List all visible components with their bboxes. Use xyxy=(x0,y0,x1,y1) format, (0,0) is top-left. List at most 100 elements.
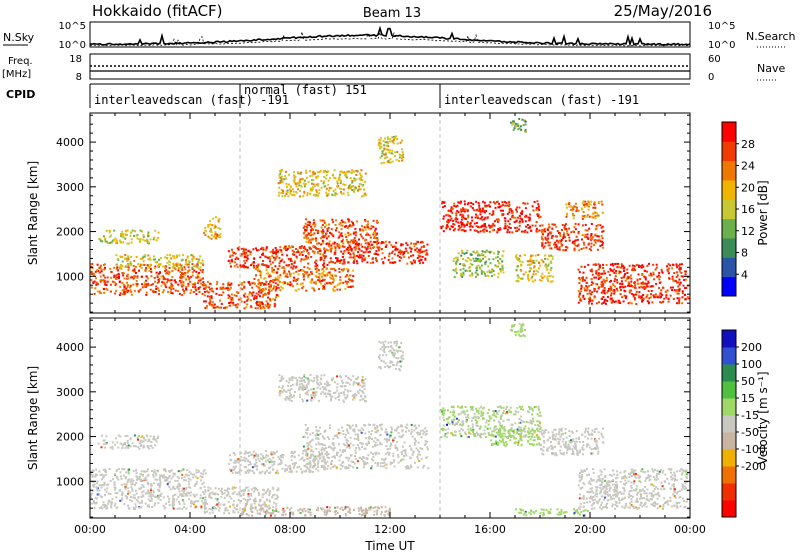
echo-cell xyxy=(386,136,389,139)
echo-cell xyxy=(94,475,97,478)
echo-cell xyxy=(311,278,314,281)
echo-cell xyxy=(475,269,478,272)
echo-cell xyxy=(281,281,284,284)
echo-cell xyxy=(420,246,423,249)
echo-cell xyxy=(665,296,668,299)
echo-cell xyxy=(287,258,290,260)
echo-region xyxy=(328,240,429,265)
echo-cell xyxy=(341,171,344,174)
echo-cell xyxy=(481,250,484,253)
echo-cell xyxy=(105,287,108,290)
echo-cell xyxy=(296,278,299,281)
echo-cell xyxy=(317,184,320,187)
echo-cell xyxy=(291,454,294,457)
echo-cell xyxy=(455,214,458,217)
echo-cell xyxy=(141,435,144,438)
echo-cell xyxy=(235,465,238,468)
echo-cell xyxy=(139,480,142,483)
echo-cell xyxy=(326,230,329,233)
echo-cell xyxy=(359,399,362,402)
echo-cell xyxy=(410,248,413,251)
echo-cell xyxy=(164,470,167,473)
echo-cell xyxy=(669,286,672,289)
echo-cell xyxy=(461,251,464,254)
echo-cell xyxy=(143,284,146,287)
echo-cell xyxy=(172,485,175,488)
echo-cell xyxy=(235,256,238,259)
echo-cell xyxy=(461,216,464,218)
echo-cell xyxy=(173,255,176,258)
echo-cell xyxy=(207,224,210,226)
echo-cell xyxy=(455,220,458,223)
echo-cell xyxy=(183,266,186,269)
echo-cell xyxy=(201,259,204,262)
echo-cell xyxy=(209,508,212,511)
echo-cell xyxy=(457,201,460,204)
echo-cell xyxy=(287,381,290,384)
echo-cell xyxy=(315,282,317,285)
echo-cell xyxy=(272,468,275,471)
echo-cell xyxy=(327,226,330,229)
echo-cell xyxy=(582,241,585,244)
echo-cell xyxy=(339,288,342,291)
echo-cell xyxy=(207,225,210,228)
echo-cell xyxy=(288,245,291,248)
echo-cell xyxy=(279,380,282,382)
echo-cell xyxy=(148,491,151,494)
echo-cell xyxy=(323,257,326,259)
echo-cell xyxy=(354,246,357,249)
echo-cell xyxy=(177,483,180,486)
echo-cell xyxy=(232,486,235,489)
echo-cell xyxy=(229,301,232,304)
echo-cell xyxy=(104,505,107,508)
echo-cell xyxy=(327,249,330,252)
echo-cell xyxy=(364,242,367,245)
echo-cell xyxy=(231,299,234,302)
echo-cell xyxy=(152,258,155,261)
echo-cell xyxy=(111,478,114,481)
echo-cell xyxy=(568,205,571,208)
echo-cell xyxy=(185,494,188,497)
echo-cell xyxy=(110,506,113,509)
echo-cell xyxy=(574,239,577,242)
echo-cell xyxy=(349,186,352,189)
echo-cell xyxy=(128,468,131,471)
echo-cell xyxy=(245,451,248,454)
echo-cell xyxy=(276,489,279,492)
echo-cell xyxy=(352,256,355,259)
echo-cell xyxy=(129,284,132,287)
echo-cell xyxy=(302,269,305,272)
y-tick-label: 4000 xyxy=(56,136,84,149)
echo-cell xyxy=(107,500,110,503)
echo-cell xyxy=(200,472,203,475)
echo-cell xyxy=(162,496,165,499)
echo-cell xyxy=(513,122,516,125)
echo-cell xyxy=(662,286,665,289)
echo-cell xyxy=(279,392,282,395)
echo-cell xyxy=(268,457,271,460)
echo-cell xyxy=(121,293,124,296)
echo-cell xyxy=(268,303,271,306)
echo-cell xyxy=(642,281,645,284)
echo-cell xyxy=(352,269,355,272)
echo-cell xyxy=(127,472,130,475)
echo-cell xyxy=(102,476,105,479)
echo-cell xyxy=(129,261,132,263)
echo-cell xyxy=(206,280,209,283)
echo-cell xyxy=(550,262,553,265)
echo-cell xyxy=(603,299,606,301)
echo-cell xyxy=(170,257,173,260)
echo-cell xyxy=(353,190,355,193)
echo-cell xyxy=(529,270,531,273)
echo-cell xyxy=(504,225,507,228)
echo-cell xyxy=(187,477,190,480)
echo-cell xyxy=(362,251,365,254)
echo-cell xyxy=(615,270,618,273)
echo-cell xyxy=(342,252,345,255)
echo-cell xyxy=(98,470,101,473)
echo-cell xyxy=(319,237,322,240)
echo-cell xyxy=(359,384,362,387)
echo-cell xyxy=(153,266,156,269)
echo-cell xyxy=(315,467,318,470)
echo-cell xyxy=(268,492,271,495)
